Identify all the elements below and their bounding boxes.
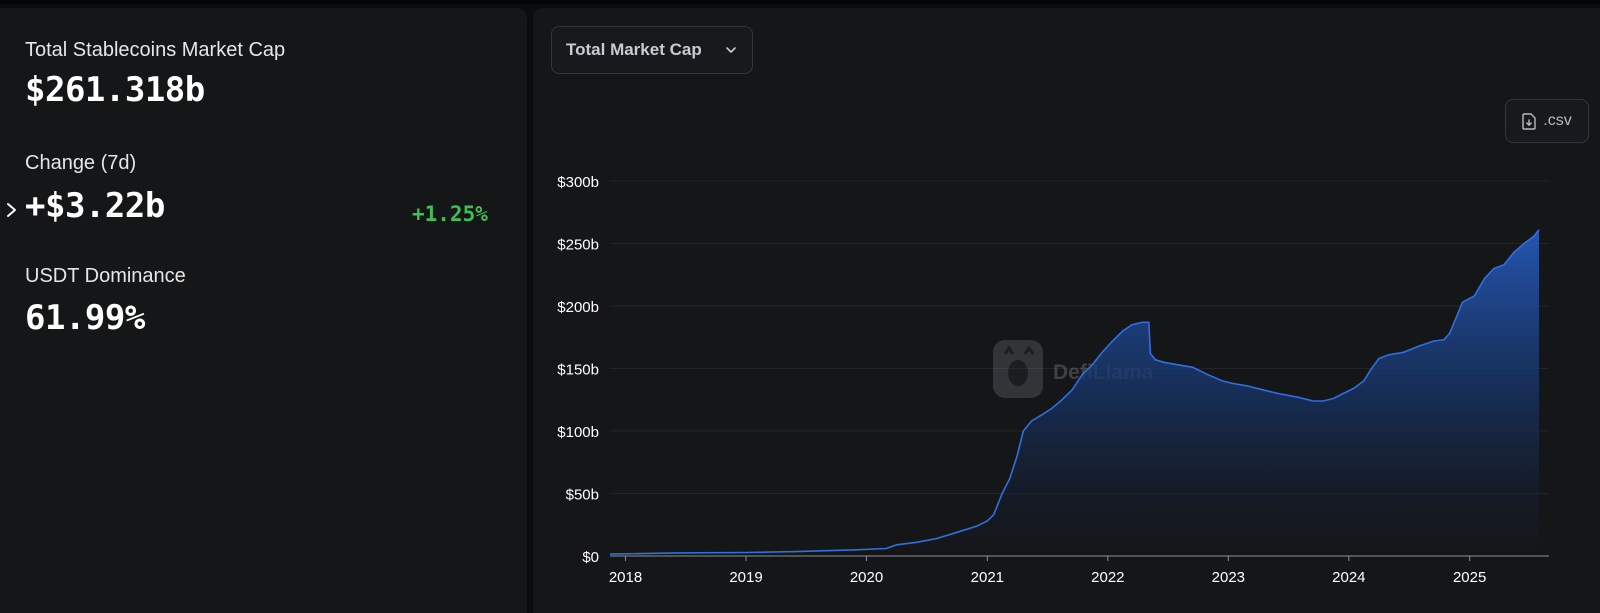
y-tick-label: $200b <box>557 299 599 316</box>
metric-select[interactable]: Total Market Cap <box>551 26 753 74</box>
series-line <box>609 229 1540 555</box>
chevron-down-icon <box>726 47 736 53</box>
chart-panel: Total Market Cap .csv DefiLlama <box>533 8 1600 613</box>
y-tick-label: $300b <box>557 174 599 191</box>
dominance-value: 61.99% <box>25 298 145 338</box>
csv-label: .csv <box>1543 112 1572 129</box>
x-tick-label: 2018 <box>609 569 642 586</box>
file-download-icon <box>1522 112 1536 130</box>
y-tick-label: $0 <box>582 549 599 566</box>
csv-download-button[interactable]: .csv <box>1505 99 1589 143</box>
change-label: Change (7d) <box>25 152 137 174</box>
x-tick-label: 2023 <box>1212 569 1245 586</box>
change-percent: +1.25% <box>412 202 488 226</box>
x-tick-label: 2022 <box>1091 569 1124 586</box>
dominance-label: USDT Dominance <box>25 265 186 287</box>
market-cap-value: $261.318b <box>25 70 205 110</box>
x-tick-label: 2021 <box>971 569 1004 586</box>
metric-select-label: Total Market Cap <box>566 40 702 59</box>
top-border <box>0 0 1600 4</box>
y-tick-label: $150b <box>557 362 599 379</box>
stats-panel: Total Stablecoins Market Cap $261.318b C… <box>0 8 527 613</box>
y-tick-label: $100b <box>557 424 599 441</box>
x-tick-label: 2020 <box>850 569 883 586</box>
market-cap-chart: DefiLlama $0$50b$100b$150b$200b$250b$300… <box>557 174 1549 586</box>
x-tick-label: 2025 <box>1453 569 1486 586</box>
x-tick-label: 2024 <box>1332 569 1365 586</box>
change-value: +$3.22b <box>25 186 165 226</box>
y-tick-label: $250b <box>557 237 599 254</box>
x-tick-label: 2019 <box>729 569 762 586</box>
y-tick-label: $50b <box>566 487 599 504</box>
llama-logo-icon <box>993 340 1043 398</box>
chevron-right-icon[interactable] <box>4 198 20 222</box>
series-area <box>610 229 1539 557</box>
market-cap-label: Total Stablecoins Market Cap <box>25 39 286 61</box>
